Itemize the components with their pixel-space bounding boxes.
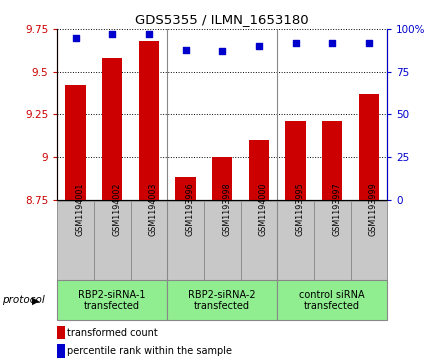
Point — [292, 40, 299, 46]
FancyBboxPatch shape — [131, 201, 167, 280]
Bar — [286, 121, 306, 200]
Text: GSM1193997: GSM1193997 — [332, 182, 341, 236]
FancyBboxPatch shape — [204, 201, 241, 280]
FancyBboxPatch shape — [277, 201, 314, 280]
Point — [329, 40, 336, 46]
Text: percentile rank within the sample: percentile rank within the sample — [67, 346, 232, 356]
Text: GSM1194001: GSM1194001 — [76, 183, 84, 236]
Text: GSM1193999: GSM1193999 — [369, 182, 378, 236]
Bar — [139, 41, 159, 200]
FancyBboxPatch shape — [57, 201, 94, 280]
Point — [109, 31, 116, 37]
Bar — [212, 157, 232, 200]
Text: GSM1194000: GSM1194000 — [259, 183, 268, 236]
FancyBboxPatch shape — [314, 201, 351, 280]
FancyBboxPatch shape — [167, 280, 277, 321]
Text: GSM1193995: GSM1193995 — [296, 182, 304, 236]
Text: ▶: ▶ — [32, 295, 40, 305]
Text: transformed count: transformed count — [67, 327, 158, 338]
Text: GSM1194003: GSM1194003 — [149, 183, 158, 236]
Text: RBP2-siRNA-1
transfected: RBP2-siRNA-1 transfected — [78, 290, 146, 311]
FancyBboxPatch shape — [57, 280, 167, 321]
Bar — [249, 140, 269, 200]
Text: GSM1193998: GSM1193998 — [222, 183, 231, 236]
Bar — [66, 85, 86, 200]
FancyBboxPatch shape — [351, 201, 387, 280]
Text: GSM1194002: GSM1194002 — [112, 183, 121, 236]
Point — [145, 31, 152, 37]
Title: GDS5355 / ILMN_1653180: GDS5355 / ILMN_1653180 — [136, 13, 309, 26]
Bar — [57, 326, 65, 339]
Point — [219, 48, 226, 54]
FancyBboxPatch shape — [167, 201, 204, 280]
Text: protocol: protocol — [2, 295, 45, 305]
Bar — [359, 94, 379, 200]
Bar — [102, 58, 122, 200]
Bar — [176, 178, 196, 200]
Text: GSM1193996: GSM1193996 — [186, 183, 194, 236]
Point — [182, 46, 189, 52]
Point — [255, 43, 262, 49]
Bar — [322, 121, 342, 200]
Text: control siRNA
transfected: control siRNA transfected — [299, 290, 365, 311]
Point — [365, 40, 372, 46]
Text: RBP2-siRNA-2
transfected: RBP2-siRNA-2 transfected — [188, 290, 256, 311]
Point — [72, 34, 79, 40]
FancyBboxPatch shape — [94, 201, 131, 280]
FancyBboxPatch shape — [277, 280, 387, 321]
FancyBboxPatch shape — [241, 201, 277, 280]
Bar — [57, 344, 65, 358]
